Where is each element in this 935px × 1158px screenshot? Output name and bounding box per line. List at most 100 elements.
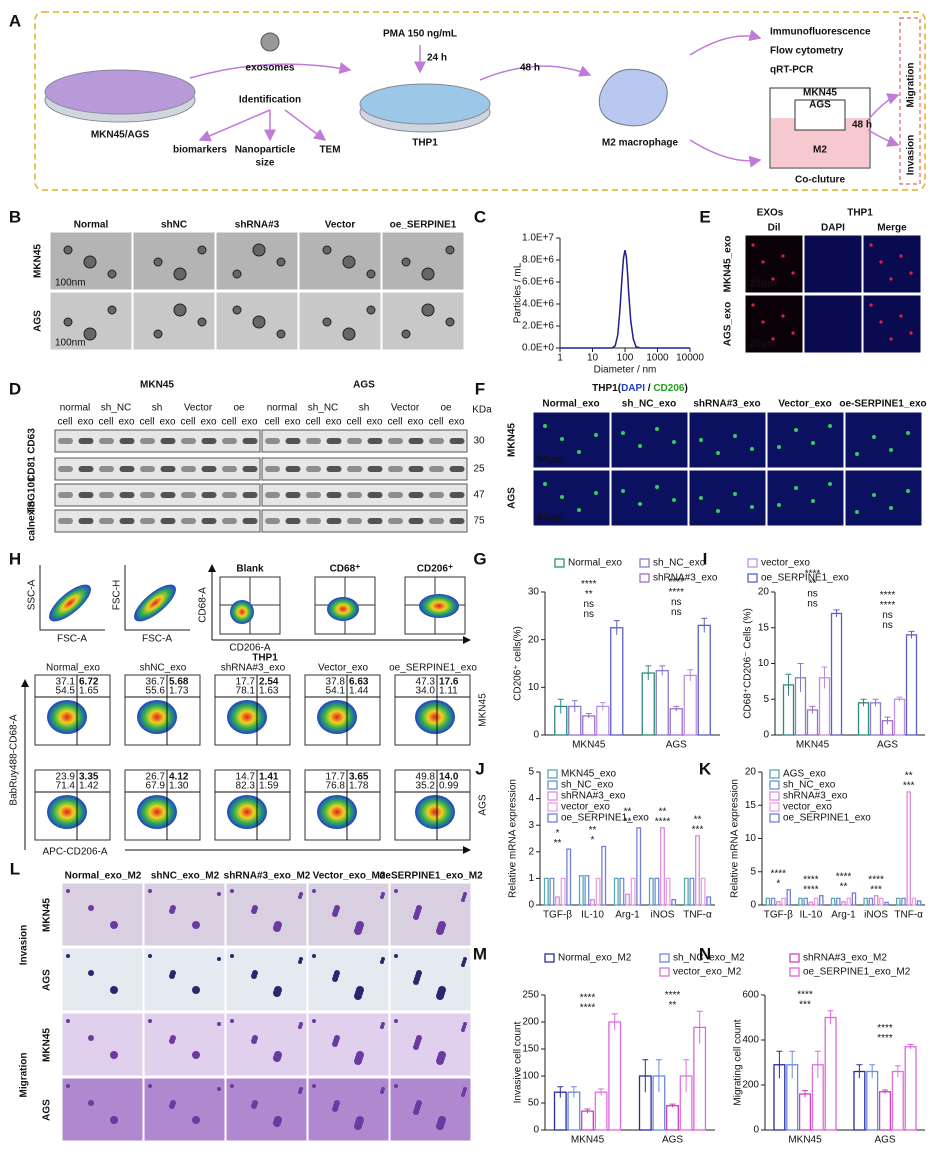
y-tick-label: 2 [528,846,534,857]
legend-label: shRNA#3_exo [653,573,718,584]
x-tick-label: 10 [587,353,599,364]
cell [436,992,444,1000]
cell [217,1087,221,1091]
error-bar [611,1013,618,1031]
band [99,438,114,444]
cell [230,1084,234,1088]
vesicle [173,267,187,281]
micrograph [143,1077,226,1142]
label: Vector_exo [778,399,831,410]
signal [777,445,781,449]
title-part: CD206 [653,383,685,394]
band [119,518,135,524]
y-tick-label: 3 [528,820,534,831]
y-tick-label: 1 [528,873,534,884]
bar [824,1016,837,1131]
bar [878,1091,892,1131]
bar [706,896,712,906]
label: MKN45 [507,423,518,457]
label: M2 [813,145,827,156]
x-tick-label: iNOS [651,910,675,921]
cell [312,954,316,958]
vesicle [232,269,242,279]
label: AGS [42,1099,53,1121]
band [265,518,280,524]
vesicle [153,329,163,339]
bar [669,708,683,736]
signal [869,303,873,307]
label: 1.11 [439,686,458,697]
label: 100nm [55,338,86,349]
error-bar [814,1050,821,1079]
legend-label: oe_SERPINE1_exo [561,813,649,824]
cell [394,954,398,958]
label: exo [325,417,342,428]
label: MKN45 [803,88,837,99]
legend-swatch [769,802,780,812]
micrograph [532,411,611,469]
band [99,466,114,472]
cell [88,905,94,911]
y-tick-label: 20 [745,767,757,778]
bar [904,1046,917,1131]
x-tick-label: TNF-α [894,910,923,921]
y-axis-label: Migrating cell count [733,1019,744,1105]
label: 1.78 [349,781,369,792]
bar [786,889,791,906]
label: cell [98,417,113,428]
title-part: / [645,383,653,394]
micrograph [298,231,382,291]
signal [638,444,642,448]
significance: **** [868,874,884,885]
label: 1.42 [79,781,99,792]
error-bar [894,1065,901,1078]
bar [841,901,846,906]
band [242,492,258,498]
bar [916,900,922,906]
label: TEM [319,145,340,156]
y-tick-label: 4 [528,793,534,804]
cell [169,908,175,914]
bar [582,715,596,736]
error-bar [655,1059,662,1093]
y-axis-label: Particles / mL [513,262,524,323]
band [285,438,301,444]
band [429,438,444,444]
cell [148,889,152,893]
micrograph [744,294,804,354]
significance: ** [809,579,817,590]
cell [88,1100,94,1106]
error-bar [789,1050,796,1079]
cell [66,1084,70,1088]
label: DAPI [821,223,845,234]
bar [666,1105,679,1131]
bar [636,827,642,906]
vesicle [276,257,286,267]
band [367,466,383,472]
label: 0.99 [439,781,459,792]
signal [906,431,910,435]
band [140,492,155,498]
signal [899,314,903,318]
blot [261,429,468,453]
band [222,492,237,498]
label: Normal_exo [542,399,599,410]
signal [872,493,876,497]
y-axis-label: Relative mRNA expression [508,779,519,898]
bar [906,791,911,906]
label: AGS_exo [723,302,734,346]
cell [110,986,118,994]
panel-letter: J [475,759,484,778]
label: M2 macrophage [602,138,679,149]
label: cell [57,417,72,428]
signal [655,427,659,431]
y-tick-label: 0 [763,730,769,741]
label: BabRuy488-CD68-A [9,714,20,805]
y-tick-label: 10 [745,833,757,844]
signal [828,424,832,428]
vesicle [83,327,97,341]
label: 1.63 [259,686,279,697]
significance: ** [585,589,593,600]
x-tick-label: IL-10 [581,910,604,921]
label: 1.41 [259,772,279,783]
